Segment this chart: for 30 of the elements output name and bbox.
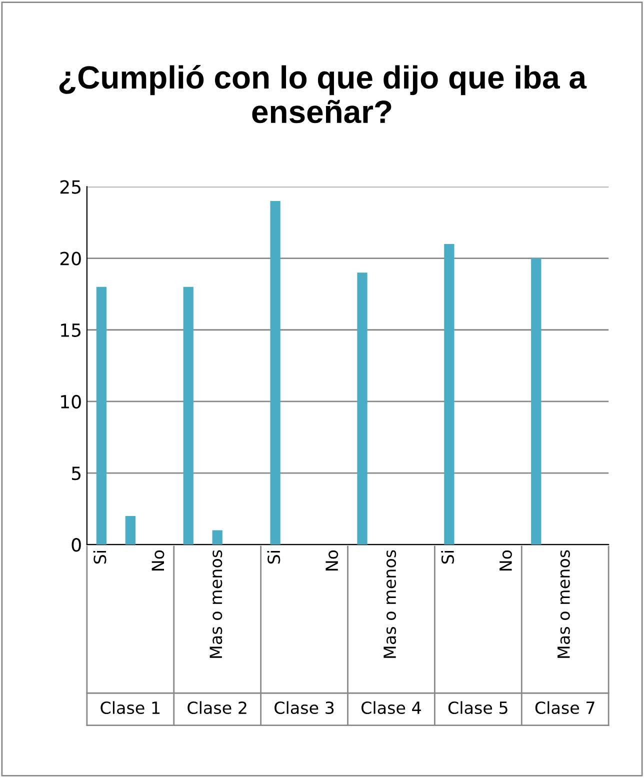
- y-tick-label: 5: [72, 466, 80, 480]
- x-tick-label: No: [326, 550, 338, 570]
- bar: [444, 244, 454, 545]
- y-tick-label: 20: [60, 252, 81, 266]
- bar: [270, 201, 280, 545]
- text: Clase 2: [188, 701, 246, 714]
- y-tick-label: 25: [60, 180, 80, 194]
- x-tick-label: Si: [267, 551, 280, 564]
- text: Clase 5: [448, 701, 508, 714]
- chart-title: ¿Cumplió con lo que dijo que iba a enseñar?: [59, 65, 587, 124]
- x-tick-label: No: [500, 550, 512, 570]
- x-tick-label: No: [152, 550, 164, 570]
- text: Clase 3: [274, 701, 334, 714]
- y-tick-label: 0: [72, 538, 81, 552]
- x-tick-label: Mas o menos: [210, 550, 222, 658]
- bar: [96, 286, 106, 545]
- bar: [212, 530, 222, 545]
- x-tick-label: Si: [441, 551, 454, 564]
- text: Clase 1: [100, 701, 160, 714]
- x-tick-label: Mas o menos: [384, 550, 396, 658]
- x-tick-label: Mas o menos: [558, 550, 570, 658]
- x-tick-label: Si: [93, 551, 106, 564]
- bar: [183, 286, 194, 545]
- text: Clase 7: [535, 701, 594, 714]
- bar: [125, 516, 136, 545]
- text: Clase 4: [362, 701, 421, 714]
- bar: [531, 258, 542, 545]
- bar: [357, 272, 368, 545]
- y-tick-label: 10: [61, 394, 81, 409]
- y-tick-label: 15: [61, 324, 80, 337]
